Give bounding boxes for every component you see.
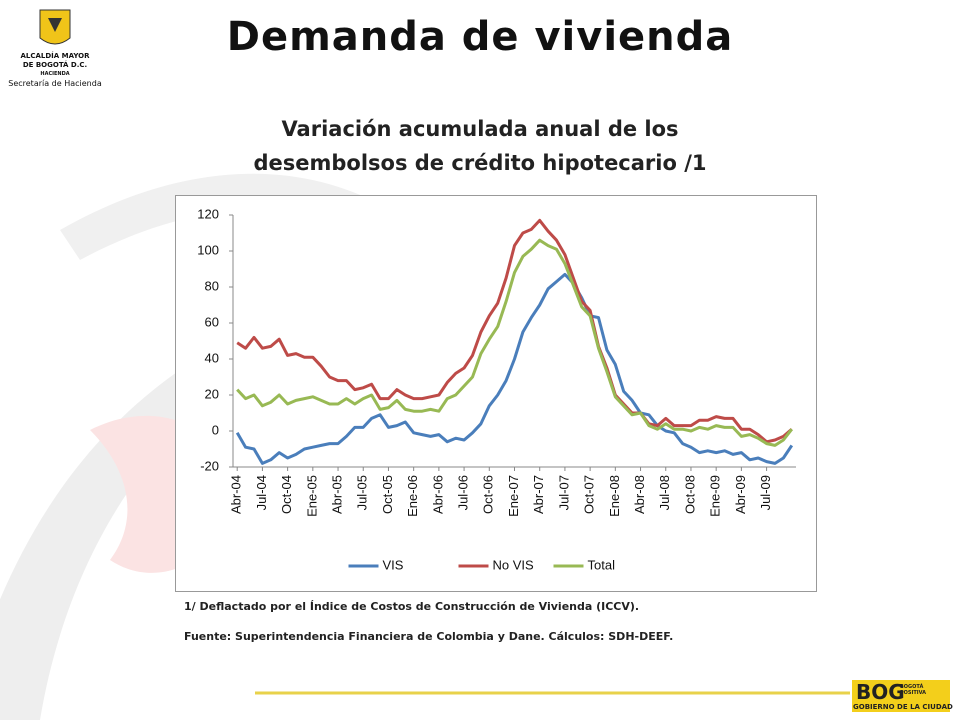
x-tick-label: Abr-09 [733, 475, 748, 514]
brand-tag: BOGOTÁ POSITIVA [900, 684, 927, 696]
slide-title: Demanda de vivienda [226, 14, 734, 60]
x-tick-label: Ene-07 [506, 475, 521, 517]
brand: BOG [856, 680, 905, 704]
x-tick-label: Oct-04 [279, 475, 294, 514]
y-tick-label: 0 [212, 422, 219, 437]
x-tick-label: Jul-06 [456, 475, 471, 510]
x-tick-label: Abr-04 [229, 475, 244, 514]
x-tick-label: Abr-05 [329, 475, 344, 514]
x-tick-label: Oct-08 [682, 475, 697, 514]
x-tick-label: Jul-08 [657, 475, 672, 510]
x-tick-label: Oct-06 [481, 475, 496, 514]
x-tick-label: Ene-08 [607, 475, 622, 517]
series-line [236, 238, 793, 447]
logo-text: Secretaría de Hacienda [8, 79, 102, 88]
y-tick-label: 60 [205, 314, 219, 329]
logo-text: HACIENDA [40, 71, 70, 77]
logo-text: DE BOGOTÁ D.C. [22, 61, 88, 69]
y-tick-label: 40 [205, 350, 219, 365]
x-tick-label: Ene-09 [708, 475, 723, 517]
legend-label: Total [588, 557, 616, 572]
series-line [235, 272, 794, 465]
x-tick-label: Oct-05 [380, 475, 395, 514]
brand-sub: GOBIERNO DE LA CIUDAD [853, 703, 953, 711]
x-tick-label: Jul-05 [355, 475, 370, 510]
chart-title: Variación acumulada anual de los desembo… [253, 117, 707, 175]
y-tick-label: 100 [197, 242, 219, 257]
source-note: Fuente: Superintendencia Financiera de C… [184, 630, 674, 643]
x-tick-label: Ene-05 [304, 475, 319, 517]
x-tick-label: Jul-09 [758, 475, 773, 510]
x-tick-label: Oct-07 [582, 475, 597, 514]
chart: -20 0 20 40 60 80 100 120 Abr-04 Jul-04 Oct-04 Ene-… [175, 195, 817, 592]
x-tick-label: Abr-07 [531, 475, 546, 514]
y-tick-label: 20 [205, 386, 219, 401]
x-tick-label: Jul-04 [254, 475, 269, 510]
legend-label: No VIS [493, 557, 535, 572]
x-tick-label: Jul-07 [556, 475, 571, 510]
x-tick-label: Abr-08 [632, 475, 647, 514]
y-tick-label: -20 [200, 458, 219, 473]
y-tick-label: 120 [197, 206, 219, 221]
legend-label: VIS [383, 557, 404, 572]
y-tick-label: 80 [205, 278, 219, 293]
x-tick-label: Ene-06 [405, 475, 420, 517]
series-line [236, 218, 793, 444]
logo: ALCALDÍA MAYOR DE BOGOTÁ D.C. HACIENDA S… [0, 52, 110, 88]
footnote: 1/ Deflactado por el Índice de Costos de… [184, 600, 640, 613]
x-tick-label: Abr-06 [430, 475, 445, 514]
logo-text: ALCALDÍA MAYOR [20, 52, 90, 60]
